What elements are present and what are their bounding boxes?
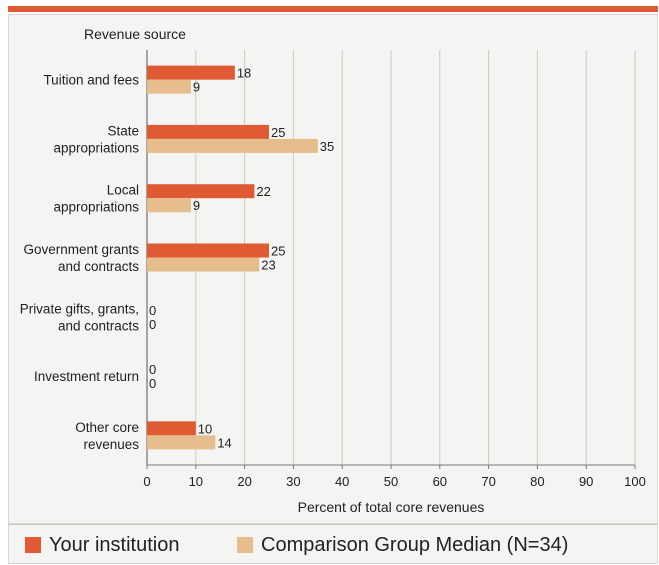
x-tick-label-80: 80	[530, 474, 544, 489]
x-tick-label-100: 100	[624, 474, 646, 489]
data-label-series0-cat2: 22	[256, 184, 270, 199]
x-tick-label-60: 60	[433, 474, 447, 489]
category-label-6-line-0: Other core	[75, 420, 139, 435]
bar-series1-cat6	[147, 435, 216, 450]
chart-panel	[8, 14, 658, 524]
category-label-3-line-1: and contracts	[58, 259, 139, 274]
data-label-series0-cat1: 25	[271, 125, 285, 140]
bar-series0-cat2	[147, 184, 255, 199]
bar-series1-cat3	[147, 257, 260, 272]
category-label-1-line-1: appropriations	[53, 140, 139, 155]
bar-series0-cat1	[147, 124, 269, 139]
data-label-series1-cat4: 0	[149, 317, 156, 332]
category-label-0-line-0: Tuition and fees	[43, 73, 139, 88]
bar-series0-cat0	[147, 65, 235, 80]
category-label-5: Investment return	[34, 369, 139, 384]
data-label-series1-cat5: 0	[149, 376, 156, 391]
data-label-series1-cat6: 14	[217, 435, 231, 450]
x-tick-labels: 0 10 20 30 40 50 60 70 80 90 100	[143, 474, 645, 489]
header-accent-bar	[8, 6, 658, 12]
category-label-3-line-0: Government grants	[23, 242, 139, 257]
bar-series1-cat0	[147, 79, 191, 94]
category-label-5-line-0: Investment return	[34, 369, 139, 384]
data-label-series1-cat0: 9	[193, 80, 200, 95]
data-label-series0-cat0: 18	[237, 66, 251, 81]
category-label-6: Other core revenues	[75, 420, 139, 452]
bar-series1-cat2	[147, 198, 191, 213]
x-tick-label-0: 0	[143, 474, 150, 489]
x-axis-title: Percent of total core revenues	[298, 499, 485, 515]
bar-series0-cat6	[147, 421, 196, 436]
category-label-0: Tuition and fees	[43, 73, 139, 88]
data-label-series1-cat3: 23	[261, 258, 275, 273]
category-label-6-line-1: revenues	[83, 437, 139, 452]
category-label-1: State appropriations	[53, 123, 139, 155]
category-axis-title: Revenue source	[84, 26, 186, 42]
legend: Your institution Comparison Group Median…	[8, 524, 658, 564]
category-label-3: Government grants and contracts	[23, 242, 139, 274]
data-label-series0-cat6: 10	[198, 421, 212, 436]
legend-swatch-comparison-median	[237, 537, 253, 553]
data-label-series0-cat5: 0	[149, 362, 156, 377]
category-label-2-line-0: Local	[107, 183, 139, 198]
legend-swatch-your-institution	[25, 537, 41, 553]
legend-item-comparison-median: Comparison Group Median (N=34)	[237, 533, 569, 556]
data-label-series1-cat2: 9	[193, 198, 200, 213]
x-tick-label-70: 70	[481, 474, 495, 489]
category-label-2: Local appropriations	[53, 183, 139, 215]
category-label-1-line-0: State	[107, 123, 139, 138]
category-label-4-line-1: and contracts	[58, 318, 139, 333]
data-label-series0-cat3: 25	[271, 244, 285, 259]
data-label-series1-cat1: 35	[320, 139, 334, 154]
x-tick-label-90: 90	[579, 474, 593, 489]
legend-label-your-institution: Your institution	[49, 533, 180, 556]
data-label-series0-cat4: 0	[149, 303, 156, 318]
bar-series1-cat1	[147, 138, 318, 153]
x-tick-label-40: 40	[335, 474, 349, 489]
category-label-4: Private gifts, grants, and contracts	[20, 301, 140, 333]
x-tick-label-10: 10	[189, 474, 203, 489]
x-tick-label-20: 20	[237, 474, 251, 489]
category-label-4-line-0: Private gifts, grants,	[20, 301, 139, 316]
x-tick-label-30: 30	[286, 474, 300, 489]
legend-label-comparison-median: Comparison Group Median (N=34)	[261, 533, 569, 556]
x-tick-label-50: 50	[384, 474, 398, 489]
bar-series0-cat3	[147, 243, 269, 258]
category-label-2-line-1: appropriations	[53, 200, 139, 215]
legend-item-your-institution: Your institution	[25, 533, 180, 556]
